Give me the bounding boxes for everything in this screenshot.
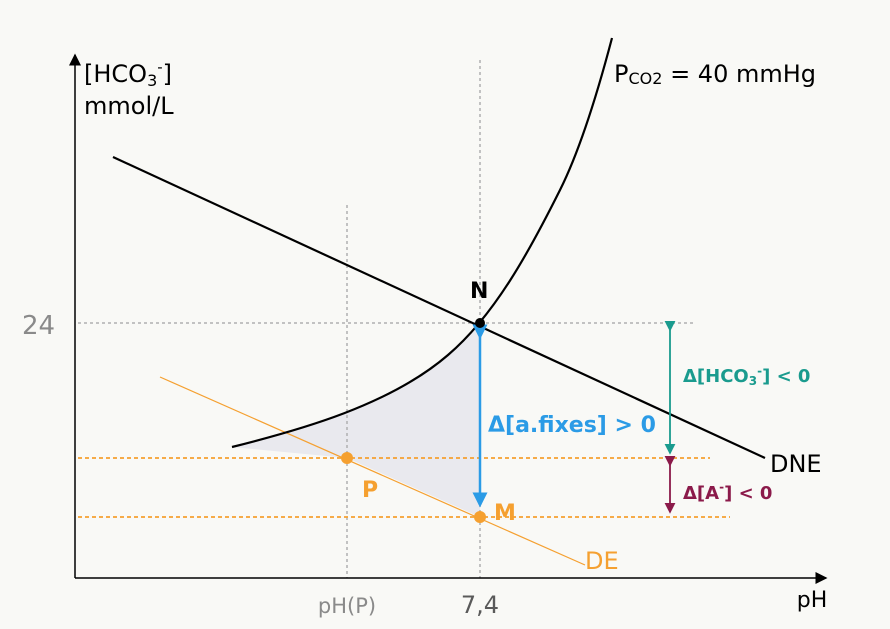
- point-p: [341, 452, 353, 464]
- x-tick-ph-p: pH(P): [318, 594, 376, 618]
- dne-label: DNE: [770, 450, 822, 478]
- pco2-curve: [231, 37, 614, 449]
- a-fixes-label: Δ[a.fixes] > 0: [488, 413, 656, 438]
- point-m: [474, 511, 486, 523]
- a-minus-label: Δ[A-] < 0: [683, 480, 772, 504]
- de-label: DE: [585, 547, 619, 575]
- x-tick-74: 7,4: [461, 591, 499, 619]
- point-p-label: P: [362, 478, 378, 503]
- point-n-label: N: [470, 279, 488, 304]
- y-axis-label-line1: [HCO3-]: [84, 58, 172, 90]
- point-m-label: M: [494, 501, 516, 526]
- x-axis-label: pH: [797, 588, 828, 613]
- point-n: [475, 318, 485, 328]
- y-tick-24: 24: [22, 311, 55, 341]
- shaded-region: [232, 323, 480, 517]
- dne-line: [112, 156, 766, 459]
- de-line: [159, 376, 586, 566]
- hco3-label: Δ[HCO3-] < 0: [683, 364, 810, 388]
- y-axis-label-line2: mmol/L: [84, 92, 174, 120]
- pco2-label: PCO2 = 40 mmHg: [614, 60, 816, 88]
